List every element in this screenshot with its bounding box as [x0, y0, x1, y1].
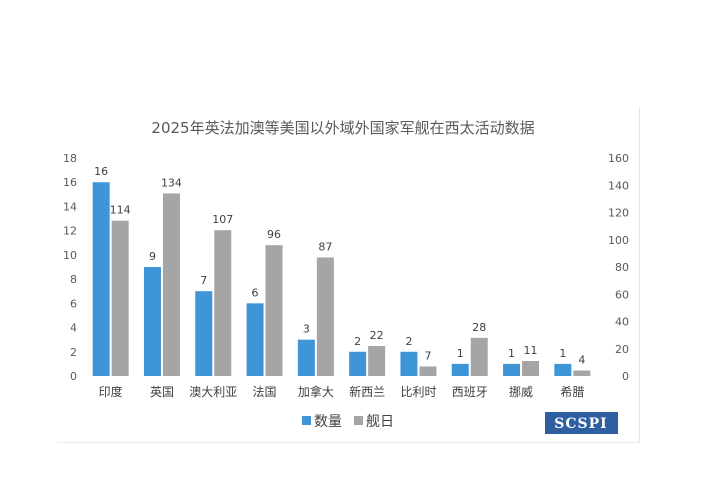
data-label-count: 2 — [354, 335, 361, 348]
data-label-shipdays: 7 — [424, 349, 431, 362]
data-label-count: 9 — [149, 250, 156, 263]
category-label: 加拿大 — [298, 384, 334, 399]
left-tick-label: 4 — [70, 322, 77, 335]
right-tick-label: 140 — [608, 179, 629, 192]
bar-shipdays — [573, 370, 591, 376]
bar-count — [297, 339, 315, 376]
bar-shipdays — [162, 193, 180, 376]
scspi-logo: SCSPI — [545, 412, 618, 434]
data-label-shipdays: 134 — [161, 176, 182, 189]
data-label-shipdays: 28 — [472, 321, 486, 334]
chart-svg: 2025年英法加澳等美国以外域外国家军舰在西太活动数据 024681012141… — [63, 119, 629, 434]
category-label: 澳大利亚 — [189, 385, 237, 399]
bar-shipdays — [470, 337, 488, 376]
data-label-count: 7 — [200, 274, 207, 287]
category-label: 英国 — [150, 385, 174, 399]
left-tick-label: 12 — [63, 225, 77, 238]
data-label-shipdays: 107 — [212, 213, 233, 226]
left-axis: 0 2 4 6 8 10 12 14 16 18 — [63, 152, 77, 383]
x-axis: 印度 英国 澳大利亚 法国 加拿大 新西兰 比利时 西班牙 挪威 希腊 — [99, 384, 585, 399]
right-tick-label: 100 — [608, 234, 629, 247]
bar-count — [554, 363, 572, 376]
right-tick-label: 80 — [615, 261, 629, 274]
bar-count — [451, 363, 469, 376]
left-tick-label: 2 — [70, 346, 77, 359]
bar-shipdays — [111, 220, 129, 376]
legend-label-shipdays: 舰日 — [366, 414, 394, 430]
category-label: 印度 — [99, 384, 123, 399]
right-axis: 0 20 40 60 80 100 120 140 160 — [608, 152, 629, 383]
bar-shipdays — [522, 361, 540, 376]
category-label: 西班牙 — [452, 385, 488, 399]
chart-card: 2025年英法加澳等美国以外域外国家军舰在西太活动数据 0 2 4 6 8 10 12 14 1… — [57, 107, 640, 443]
category-label: 挪威 — [509, 385, 533, 399]
category-label: 法国 — [253, 385, 277, 399]
bar-shipdays — [265, 245, 283, 376]
category-label: 比利时 — [400, 385, 436, 399]
bar-shipdays — [419, 366, 437, 376]
bar-count — [349, 351, 367, 376]
category-label: 希腊 — [560, 384, 584, 399]
category-label: 新西兰 — [349, 384, 385, 399]
legend-label-count: 数量 — [314, 414, 342, 430]
data-label-count: 1 — [457, 347, 464, 360]
bar-count — [503, 363, 521, 376]
bar-count — [400, 351, 418, 376]
data-label-count: 2 — [405, 335, 412, 348]
data-label-count: 6 — [252, 286, 259, 299]
bar-shipdays — [214, 230, 232, 376]
legend: 数量 舰日 — [302, 414, 394, 430]
right-tick-label: 20 — [615, 343, 629, 356]
left-tick-label: 10 — [63, 249, 77, 262]
data-label-shipdays: 11 — [524, 344, 538, 357]
data-label-shipdays: 4 — [578, 354, 585, 367]
left-tick-label: 16 — [63, 176, 77, 189]
bar-count — [143, 267, 161, 376]
logo-background — [545, 412, 618, 434]
right-tick-label: 60 — [615, 288, 629, 301]
bar-shipdays — [368, 346, 386, 376]
bar-count — [246, 303, 264, 376]
right-tick-label: 40 — [615, 316, 629, 329]
right-tick-label: 120 — [608, 207, 629, 220]
left-tick-label: 0 — [70, 370, 77, 383]
left-tick-label: 14 — [63, 200, 77, 213]
data-label-shipdays: 114 — [110, 204, 131, 217]
data-label-count: 1 — [508, 347, 515, 360]
left-tick-label: 18 — [63, 152, 77, 165]
bar-count — [195, 291, 213, 376]
legend-swatch-shipdays — [354, 416, 363, 425]
data-label-shipdays: 22 — [370, 329, 384, 342]
legend-swatch-count — [302, 416, 311, 425]
logo-text: SCSPI — [554, 416, 607, 432]
right-tick-label: 160 — [608, 152, 629, 165]
data-label-shipdays: 87 — [318, 240, 332, 253]
left-tick-label: 6 — [70, 297, 77, 310]
data-label-shipdays: 96 — [267, 228, 281, 241]
data-label-count: 16 — [94, 165, 108, 178]
bar-count — [92, 182, 110, 376]
data-label-count: 3 — [303, 323, 310, 336]
chart-title: 2025年英法加澳等美国以外域外国家军舰在西太活动数据 — [151, 119, 534, 137]
right-tick-label: 0 — [622, 370, 629, 383]
data-label-count: 1 — [559, 347, 566, 360]
bar-shipdays — [316, 257, 334, 376]
left-tick-label: 8 — [70, 273, 77, 286]
